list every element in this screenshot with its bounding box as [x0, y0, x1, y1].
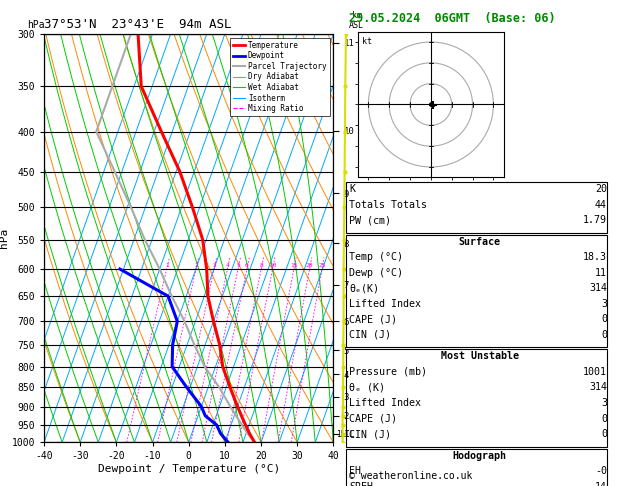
Text: 1001: 1001	[583, 367, 607, 377]
Legend: Temperature, Dewpoint, Parcel Trajectory, Dry Adiabat, Wet Adiabat, Isotherm, Mi: Temperature, Dewpoint, Parcel Trajectory…	[230, 38, 330, 116]
Y-axis label: hPa: hPa	[0, 228, 9, 248]
Text: -0: -0	[595, 466, 607, 476]
Text: 11: 11	[595, 268, 607, 278]
Text: CIN (J): CIN (J)	[349, 429, 391, 439]
Text: CIN (J): CIN (J)	[349, 330, 391, 340]
X-axis label: Dewpoint / Temperature (°C): Dewpoint / Temperature (°C)	[97, 464, 280, 474]
Text: 0: 0	[601, 314, 607, 325]
Text: km
ASL: km ASL	[349, 11, 364, 30]
Text: Hodograph: Hodograph	[453, 451, 506, 461]
Text: CAPE (J): CAPE (J)	[349, 314, 397, 325]
Text: 4: 4	[226, 263, 230, 268]
Text: Surface: Surface	[459, 237, 501, 247]
Text: 314: 314	[589, 283, 607, 294]
Text: Most Unstable: Most Unstable	[440, 351, 519, 362]
Text: 0: 0	[601, 330, 607, 340]
Text: hPa: hPa	[26, 20, 44, 30]
Text: EH: EH	[349, 466, 361, 476]
Text: θₑ(K): θₑ(K)	[349, 283, 379, 294]
Text: 15: 15	[290, 263, 298, 268]
Text: 37°53'N  23°43'E  94m ASL: 37°53'N 23°43'E 94m ASL	[44, 18, 231, 32]
Text: 314: 314	[589, 382, 607, 393]
Text: 3: 3	[212, 263, 216, 268]
Text: 1: 1	[165, 263, 169, 268]
Text: © weatheronline.co.uk: © weatheronline.co.uk	[349, 471, 472, 481]
Text: kt: kt	[362, 37, 372, 46]
Text: 0: 0	[601, 414, 607, 424]
Text: 0: 0	[601, 429, 607, 439]
Text: Dewp (°C): Dewp (°C)	[349, 268, 403, 278]
Text: 29.05.2024  06GMT  (Base: 06): 29.05.2024 06GMT (Base: 06)	[349, 12, 555, 25]
Text: 20: 20	[595, 184, 607, 194]
Text: θₑ (K): θₑ (K)	[349, 382, 385, 393]
Text: 6: 6	[245, 263, 249, 268]
Text: 3: 3	[601, 398, 607, 408]
Text: Totals Totals: Totals Totals	[349, 200, 427, 210]
Text: PW (cm): PW (cm)	[349, 215, 391, 226]
Text: CAPE (J): CAPE (J)	[349, 414, 397, 424]
Text: Lifted Index: Lifted Index	[349, 398, 421, 408]
Text: 44: 44	[595, 200, 607, 210]
Text: 20: 20	[306, 263, 313, 268]
Text: 14: 14	[595, 482, 607, 486]
Text: 25: 25	[318, 263, 326, 268]
Text: K: K	[349, 184, 355, 194]
Text: 1LCL: 1LCL	[337, 430, 355, 439]
Text: 18.3: 18.3	[583, 252, 607, 262]
Text: 5: 5	[236, 263, 240, 268]
Text: Lifted Index: Lifted Index	[349, 299, 421, 309]
Text: 2: 2	[194, 263, 198, 268]
Text: 10: 10	[269, 263, 276, 268]
Text: 3: 3	[601, 299, 607, 309]
Text: 8: 8	[259, 263, 263, 268]
Text: Pressure (mb): Pressure (mb)	[349, 367, 427, 377]
Text: 1.79: 1.79	[583, 215, 607, 226]
Text: SREH: SREH	[349, 482, 373, 486]
Text: Temp (°C): Temp (°C)	[349, 252, 403, 262]
